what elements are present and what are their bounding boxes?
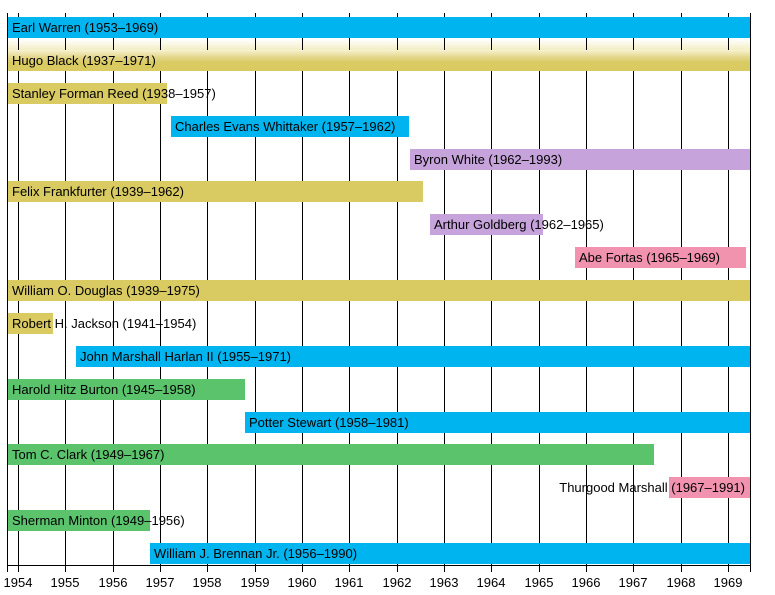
bar-john-marshall-harlan-ii <box>76 346 750 367</box>
bar-label-hugo-black: Hugo Black (1937–1971) <box>12 53 156 68</box>
bar-label-byron-white: Byron White (1962–1993) <box>414 152 563 167</box>
x-axis-tick-label: 1956 <box>98 575 128 590</box>
bar-charles-evans-whittaker <box>171 116 409 137</box>
bar-felix-frankfurter <box>8 181 423 202</box>
x-axis-tick-label: 1955 <box>50 575 80 590</box>
bar-label-john-marshall-harlan-ii: John Marshall Harlan II (1955–1971) <box>80 349 292 364</box>
bar-label-william-j-brennan-jr: William J. Brennan Jr. (1956–1990) <box>154 546 358 561</box>
bar-hugo-black <box>8 50 750 71</box>
x-axis-tick-label: 1960 <box>287 575 317 590</box>
bar-sherman-minton <box>8 510 150 531</box>
x-axis-line <box>7 565 751 566</box>
plot-right-border <box>750 13 751 572</box>
bar-william-j-brennan-jr <box>150 543 750 564</box>
x-axis-tick-label: 1966 <box>571 575 601 590</box>
bar-label-robert-h-jackson: Robert H. Jackson (1941–1954) <box>12 316 197 331</box>
bar-label-earl-warren: Earl Warren (1953–1969) <box>12 20 159 35</box>
plot-left-border <box>7 13 8 572</box>
bar-thurgood-marshall <box>669 477 750 498</box>
bar-earl-warren <box>8 17 750 38</box>
gradient-fade-artifact <box>8 39 750 50</box>
x-axis-tick-label: 1965 <box>524 575 554 590</box>
bar-label-stanley-forman-reed: Stanley Forman Reed (1938–1957) <box>12 86 216 101</box>
x-axis-tick-label: 1959 <box>240 575 270 590</box>
x-axis-tick-label: 1967 <box>618 575 648 590</box>
bar-label-harold-hitz-burton: Harold Hitz Burton (1945–1958) <box>12 382 196 397</box>
bar-robert-h-jackson <box>8 313 53 334</box>
bar-label-william-o-douglas: William O. Douglas (1939–1975) <box>12 283 200 298</box>
bar-label-potter-stewart: Potter Stewart (1958–1981) <box>249 415 409 430</box>
x-axis-tick-label: 1954 <box>3 575 33 590</box>
bar-byron-white <box>410 149 750 170</box>
x-axis-tick-label: 1957 <box>145 575 175 590</box>
x-axis-tick-label: 1961 <box>334 575 364 590</box>
bar-label-felix-frankfurter: Felix Frankfurter (1939–1962) <box>12 184 184 199</box>
bar-label-abe-fortas: Abe Fortas (1965–1969) <box>579 250 720 265</box>
bar-harold-hitz-burton <box>8 379 245 400</box>
bar-label-tom-c-clark: Tom C. Clark (1949–1967) <box>12 447 165 462</box>
bar-potter-stewart <box>245 412 750 433</box>
bar-label-arthur-goldberg: Arthur Goldberg (1962–1965) <box>434 217 604 232</box>
bar-william-o-douglas <box>8 280 750 301</box>
x-axis-tick-label: 1962 <box>382 575 412 590</box>
bar-abe-fortas <box>575 247 746 268</box>
bar-label-charles-evans-whittaker: Charles Evans Whittaker (1957–1962) <box>175 119 396 134</box>
bar-tom-c-clark <box>8 444 654 465</box>
x-axis-tick-label: 1969 <box>713 575 743 590</box>
bar-label-thurgood-marshall: Thurgood Marshall (1967–1991) <box>559 480 745 495</box>
x-axis-tick-label: 1958 <box>192 575 222 590</box>
x-axis-tick-label: 1963 <box>429 575 459 590</box>
x-axis-tick-label: 1968 <box>666 575 696 590</box>
bar-arthur-goldberg <box>430 214 543 235</box>
bar-label-sherman-minton: Sherman Minton (1949–1956) <box>12 513 185 528</box>
bar-stanley-forman-reed <box>8 83 167 104</box>
x-axis-tick-label: 1964 <box>476 575 506 590</box>
